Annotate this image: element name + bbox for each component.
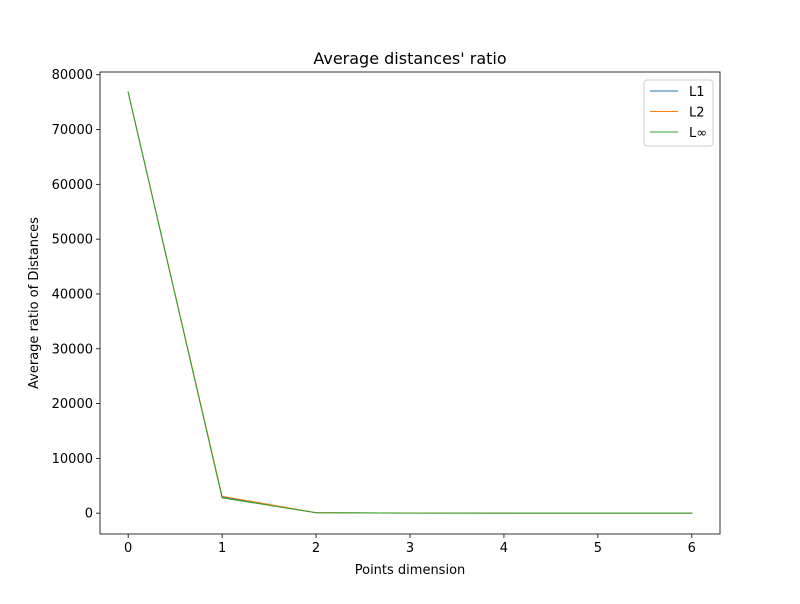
y-tick-label: 30000 <box>52 342 93 357</box>
x-tick-label: 5 <box>594 541 602 556</box>
x-tick-label: 4 <box>500 541 508 556</box>
x-axis: 0 1 2 3 4 5 6 <box>124 534 696 556</box>
y-tick-label: 40000 <box>52 287 93 302</box>
legend-items: L1 L2 L∞ <box>650 85 707 141</box>
y-tick-label: 20000 <box>52 397 93 412</box>
plot-background <box>100 72 720 534</box>
legend: L1 L2 L∞ <box>643 79 714 147</box>
y-tick-label: 10000 <box>52 452 93 467</box>
legend-frame <box>643 79 714 147</box>
plot-area <box>100 72 720 534</box>
legend-label: L1 <box>689 85 705 100</box>
x-axis-label: Points dimension <box>355 563 466 578</box>
x-tick-label: 6 <box>688 541 696 556</box>
x-tick-label: 3 <box>406 541 414 556</box>
chart-title: Average distances' ratio <box>313 49 506 68</box>
series-group <box>127 91 693 514</box>
y-tick-label: 70000 <box>52 123 93 138</box>
y-axis: 0 10000 20000 30000 40000 50000 60000 70000 8000… <box>52 68 100 522</box>
series-line-3 <box>127 91 693 514</box>
x-tick-label: 2 <box>312 541 320 556</box>
x-tick-label: 0 <box>124 541 132 556</box>
y-tick-label: 80000 <box>52 68 93 83</box>
legend-label: L∞ <box>689 126 707 141</box>
y-tick-label: 60000 <box>52 178 93 193</box>
legend-label: L2 <box>689 106 705 121</box>
y-tick-label: 50000 <box>52 233 93 248</box>
x-tick-label: 1 <box>218 541 226 556</box>
y-tick-label: 0 <box>85 507 93 522</box>
y-axis-label: Average ratio of Distances <box>27 217 42 389</box>
plot-frame <box>99 71 721 535</box>
